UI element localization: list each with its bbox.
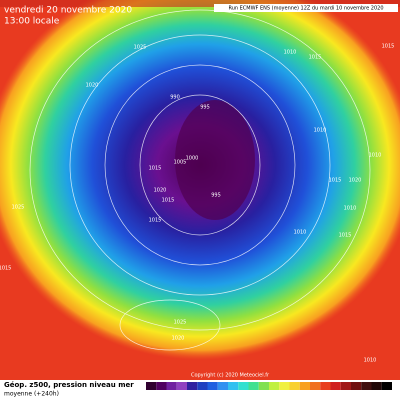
colorbar-swatch	[269, 382, 280, 390]
colorbar-swatch	[197, 382, 208, 390]
low-core	[175, 100, 255, 220]
colorbar-swatch	[228, 382, 239, 390]
footer-subtitle: moyenne (+240h)	[4, 391, 59, 398]
contour-label: 1020	[86, 83, 99, 89]
colorbar-swatch	[156, 382, 167, 390]
contour-label: 1020	[172, 336, 185, 342]
colorbar-swatch	[217, 382, 228, 390]
colorbar-swatch	[310, 382, 321, 390]
colorbar-swatch	[289, 382, 300, 390]
colorbar-swatch	[248, 382, 259, 390]
run-box	[214, 4, 398, 12]
contour-label: 1010	[344, 206, 357, 212]
contour-label: 1025	[12, 205, 25, 211]
contour-label: 1020	[154, 188, 167, 194]
colorbar-swatch	[279, 382, 290, 390]
colorbar-swatch	[299, 382, 310, 390]
contour-label: 1015	[149, 166, 162, 172]
contour-label: 1015	[329, 178, 342, 184]
footer-title: Géop. z500, pression niveau mer	[4, 381, 134, 389]
contour-label: 1010	[284, 50, 297, 56]
time: 13:00 locale	[4, 17, 60, 27]
contour-label: 1015	[339, 233, 352, 239]
colorbar-swatch	[146, 382, 157, 390]
colorbar-swatch	[361, 382, 372, 390]
run-info: Run ECMWF ENS (moyenne) 12Z du mardi 10 …	[228, 6, 383, 12]
contour-label: 1025	[134, 45, 147, 51]
contour-label: 1015	[162, 198, 175, 204]
date: vendredi 20 novembre 2020	[4, 6, 132, 16]
colorbar-swatch	[351, 382, 362, 390]
colorbar-swatch	[381, 382, 392, 390]
contour-label: 1015	[0, 266, 11, 272]
contour-label: 1010	[294, 230, 307, 236]
contour-label: 1010	[314, 128, 327, 134]
colorbar-swatch	[371, 382, 382, 390]
contour-label: 1000	[186, 156, 199, 162]
colorbar-swatch	[258, 382, 269, 390]
contour-label: 1005	[174, 160, 187, 166]
contour-label: 1025	[174, 320, 187, 326]
colorbar-swatch	[330, 382, 341, 390]
colorbar-swatch	[238, 382, 249, 390]
colorbar-swatch	[320, 382, 331, 390]
contour-label: 1010	[364, 358, 377, 364]
contour-label: 1015	[309, 55, 322, 61]
copyright: Copyright (c) 2020 Meteociel.fr	[191, 373, 270, 379]
colorbar-swatch	[187, 382, 198, 390]
isobars	[29, 9, 371, 351]
colorbar-swatch	[166, 382, 177, 390]
colorbar-swatch	[340, 382, 351, 390]
contour-label: 1010	[369, 153, 382, 159]
colorbar	[146, 382, 392, 390]
contour-label: 995	[211, 193, 221, 199]
contour-label: 1020	[349, 178, 362, 184]
contour-label: 1015	[382, 44, 395, 50]
contour-label: 995	[200, 105, 210, 111]
contour-label: 1015	[149, 218, 162, 224]
colorbar-swatch	[207, 382, 218, 390]
colorbar-swatch	[176, 382, 187, 390]
header-band	[0, 0, 400, 7]
contour-label: 990	[170, 95, 180, 101]
